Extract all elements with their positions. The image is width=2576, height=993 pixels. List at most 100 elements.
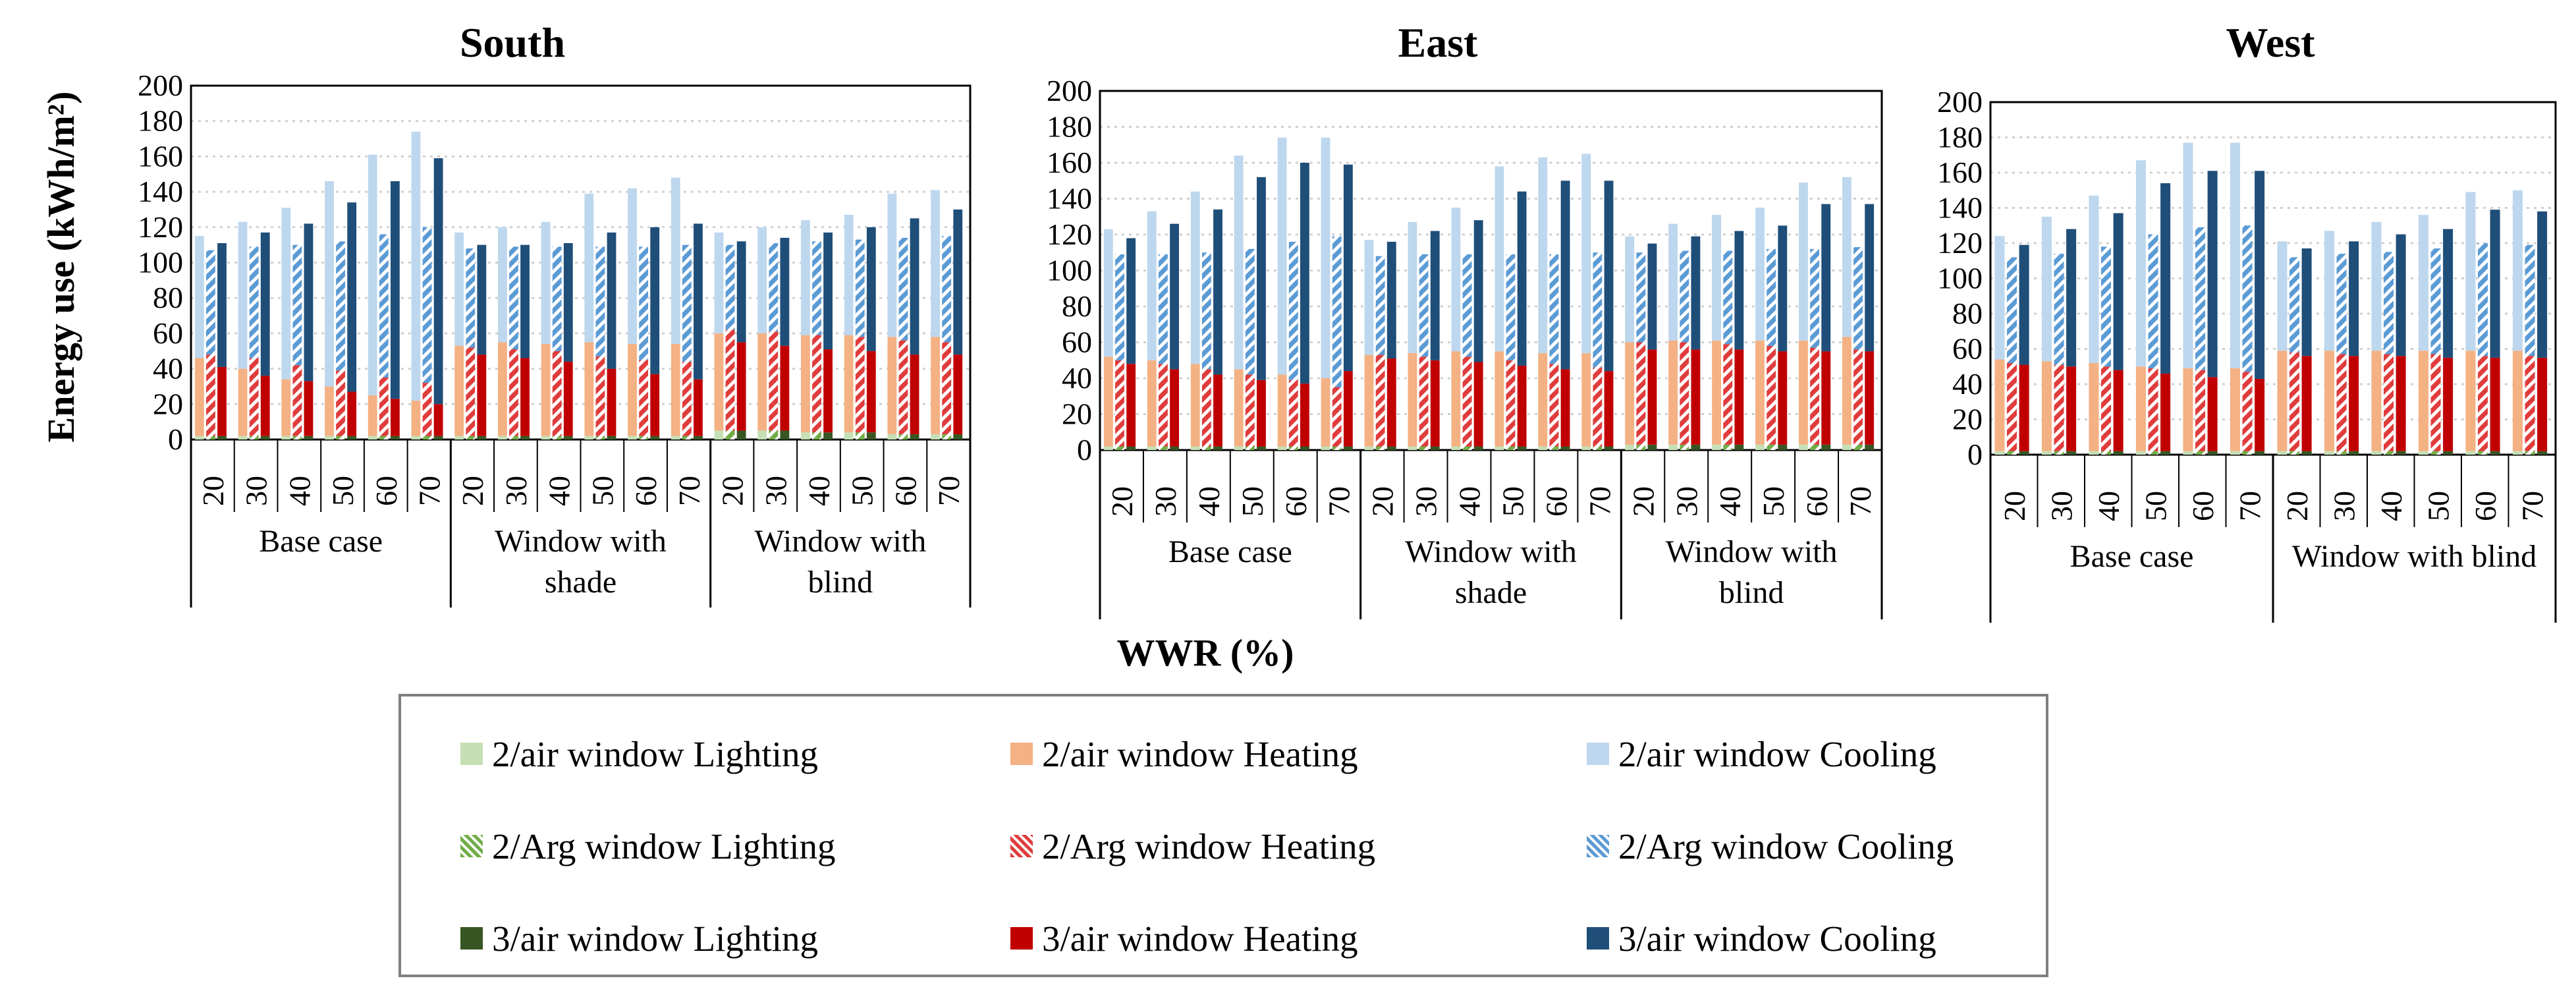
east-y-tick-label: 40 [1062, 361, 1092, 395]
south-base-case-wwr30-3-air-window-lighting-bar [260, 436, 270, 440]
east-y-tick-label: 120 [1047, 217, 1092, 251]
east-base-case-wwr70-2-air-window-lighting-bar [1321, 446, 1330, 450]
south-window-with-blind-wwr20-3-air-window-heating-bar [736, 342, 746, 431]
south-window-with-blind-wwr20-2-air-window-cooling-bar [714, 232, 724, 333]
legend-label: 2/air window Lighting [492, 733, 818, 774]
east-base-case-wwr40-3-air-window-lighting-bar [1213, 446, 1222, 450]
west-base-case-wwr-tick-label: 50 [2139, 491, 2172, 521]
east-base-case-wwr20-3-air-window-lighting-bar [1126, 446, 1136, 450]
west-base-case-wwr30-2-air-window-heating-bar [2041, 361, 2052, 451]
east-base-case-wwr40-3-air-window-cooling-bar [1213, 209, 1222, 375]
legend: 2/air window Lighting 2/air window Heatin… [398, 694, 2048, 977]
east-window-with-blind-wwr40-3-air-window-heating-bar [1734, 349, 1744, 445]
legend-item-3-air-window-heating: 3/air window Heating [1010, 919, 1358, 959]
south-window-with-shade-wwr-tick-label: 50 [586, 476, 619, 506]
south-window-with-blind-wwr20-2-air-window-heating-bar [714, 333, 724, 431]
south-window-with-blind-wwr60-3-air-window-lighting-bar [910, 434, 919, 440]
west-window-with-blind-wwr30-3-air-window-heating-bar [2349, 356, 2359, 451]
south-base-case-wwr70-3-air-window-cooling-bar [433, 158, 443, 405]
legend-swatch [1587, 835, 1609, 857]
south-window-with-blind-wwr60-2-air-window-heating-bar [887, 337, 897, 434]
south-base-case-wwr30-2-arg-window-heating-bar [249, 358, 259, 436]
south-window-with-blind-wwr40-2-air-window-heating-bar [801, 335, 810, 433]
east-window-with-blind-wwr30-2-air-window-cooling-bar [1668, 223, 1678, 341]
south-window-with-shade-wwr60-2-arg-window-heating-bar [639, 360, 649, 436]
east-y-tick-label: 60 [1062, 326, 1092, 359]
east-base-case-wwr70-2-air-window-heating-bar [1321, 378, 1330, 447]
west-window-with-blind-wwr50-3-air-window-cooling-bar [2443, 229, 2453, 358]
west-base-case-wwr30-3-air-window-lighting-bar [2066, 451, 2077, 455]
west-window-with-blind-wwr20-2-arg-window-heating-bar [2289, 352, 2300, 451]
south-window-with-blind-wwr60-3-air-window-cooling-bar [910, 218, 919, 355]
east-window-with-blind-wwr30-2-arg-window-cooling-bar [1680, 250, 1689, 343]
south-base-case-wwr70-3-air-window-heating-bar [433, 404, 443, 436]
east-base-case-wwr40-2-arg-window-cooling-bar [1201, 252, 1211, 370]
west-window-with-blind-wwr70-2-arg-window-heating-bar [2525, 356, 2535, 451]
west-base-case-wwr50-2-air-window-lighting-bar [2135, 451, 2146, 455]
south-window-with-blind-wwr40-3-air-window-lighting-bar [823, 432, 833, 440]
east-window-with-blind-wwr60-2-air-window-lighting-bar [1799, 444, 1808, 450]
south-y-tick-label: 0 [168, 422, 183, 456]
group-label-line: Base case [1168, 534, 1292, 569]
south-window-with-shade-wwr30-2-arg-window-cooling-bar [509, 246, 518, 350]
south-base-case-wwr60-2-arg-window-cooling-bar [379, 234, 389, 378]
east-window-with-shade-wwr70-2-air-window-heating-bar [1581, 353, 1591, 447]
west-y-tick-label: 160 [1937, 156, 1983, 189]
east-y-tick-label: 100 [1047, 254, 1092, 287]
south-window-with-shade-wwr50-2-arg-window-cooling-bar [595, 246, 605, 356]
east-window-with-shade-group-label: Window with shade [1405, 534, 1577, 610]
south-window-with-shade-wwr50-2-air-window-lighting-bar [584, 436, 594, 440]
west-window-with-blind-wwr20-3-air-window-cooling-bar [2301, 248, 2312, 356]
west-window-with-blind-wwr-tick-label: 20 [2280, 491, 2314, 521]
east-window-with-blind-wwr-tick-label: 60 [1800, 486, 1834, 517]
east-window-with-shade-wwr50-3-air-window-cooling-bar [1517, 191, 1527, 366]
west-y-tick-label: 80 [1952, 297, 1983, 330]
south-window-with-shade-wwr50-3-air-window-heating-bar [607, 368, 617, 436]
south-base-case-group-label: Base case [259, 524, 383, 559]
west-window-with-blind-wwr60-3-air-window-cooling-bar [2490, 210, 2500, 358]
south-base-case-wwr30-2-air-window-heating-bar [238, 368, 248, 436]
south-base-case-wwr60-3-air-window-cooling-bar [390, 181, 400, 399]
east-window-with-blind-wwr40-2-arg-window-heating-bar [1723, 344, 1733, 445]
west-base-case-wwr40-3-air-window-lighting-bar [2113, 451, 2124, 455]
west-window-with-blind-wwr60-2-air-window-lighting-bar [2465, 451, 2476, 455]
west-base-case-wwr70-3-air-window-cooling-bar [2255, 171, 2265, 379]
south-window-with-blind-wwr40-2-arg-window-heating-bar [812, 335, 821, 433]
south-base-case-wwr50-2-air-window-cooling-bar [325, 181, 334, 387]
east-window-with-shade-wwr70-2-air-window-lighting-bar [1581, 446, 1591, 450]
south-base-case-wwr30-2-arg-window-cooling-bar [249, 246, 259, 358]
west-window-with-blind-wwr50-2-arg-window-cooling-bar [2430, 248, 2441, 355]
east-base-case-wwr30-2-arg-window-heating-bar [1159, 364, 1168, 447]
south-window-with-blind-wwr70-3-air-window-lighting-bar [953, 434, 963, 440]
west-base-case-wwr50-2-air-window-cooling-bar [2135, 160, 2146, 367]
south-window-with-blind-wwr50-2-air-window-lighting-bar [844, 432, 854, 440]
east-window-with-blind-wwr30-3-air-window-lighting-bar [1691, 444, 1701, 450]
south-window-with-shade-wwr30-2-air-window-heating-bar [497, 342, 507, 436]
west-base-case-wwr20-2-air-window-cooling-bar [1994, 236, 2005, 360]
south-y-tick-label: 140 [138, 175, 183, 208]
legend-item-2-air-window-cooling: 2/air window Cooling [1587, 734, 1936, 774]
south-window-with-shade-wwr20-2-air-window-cooling-bar [454, 232, 464, 346]
east-window-with-shade-wwr40-2-air-window-lighting-bar [1451, 446, 1461, 450]
east-window-with-shade-wwr-tick-label: 70 [1583, 486, 1616, 517]
south-window-with-blind-wwr60-3-air-window-heating-bar [910, 355, 919, 434]
west-base-case-wwr30-3-air-window-cooling-bar [2066, 229, 2077, 367]
west-window-with-blind-wwr50-2-air-window-lighting-bar [2418, 451, 2428, 455]
east-window-with-blind-wwr-tick-label: 20 [1626, 486, 1660, 517]
west-base-case-wwr60-2-arg-window-lighting-bar [2195, 451, 2206, 455]
south-base-case-wwr20-2-arg-window-heating-bar [206, 355, 215, 436]
east-window-with-blind-wwr40-2-arg-window-cooling-bar [1723, 250, 1733, 345]
east-window-with-shade-wwr70-3-air-window-heating-bar [1604, 371, 1614, 447]
west-window-with-blind-wwr40-2-air-window-heating-bar [2371, 351, 2382, 451]
south-window-with-shade-wwr70-2-air-window-cooling-bar [671, 177, 680, 345]
south-window-with-blind-group-label: Window with blind [754, 524, 926, 600]
west-base-case-wwr20-2-arg-window-lighting-bar [2007, 451, 2017, 455]
south-base-case-wwr40-2-arg-window-cooling-bar [292, 244, 302, 366]
east-window-with-shade-wwr50-2-arg-window-lighting-bar [1506, 446, 1516, 450]
south-window-with-blind-wwr60-2-arg-window-heating-bar [898, 340, 908, 434]
east-window-with-blind-wwr-tick-label: 70 [1844, 486, 1877, 517]
south-base-case-wwr40-2-arg-window-heating-bar [292, 365, 302, 436]
east-window-with-blind-wwr70-2-air-window-lighting-bar [1842, 444, 1851, 450]
east-window-with-shade-wwr30-2-air-window-heating-bar [1408, 353, 1417, 447]
east-base-case-wwr60-3-air-window-cooling-bar [1300, 163, 1309, 384]
